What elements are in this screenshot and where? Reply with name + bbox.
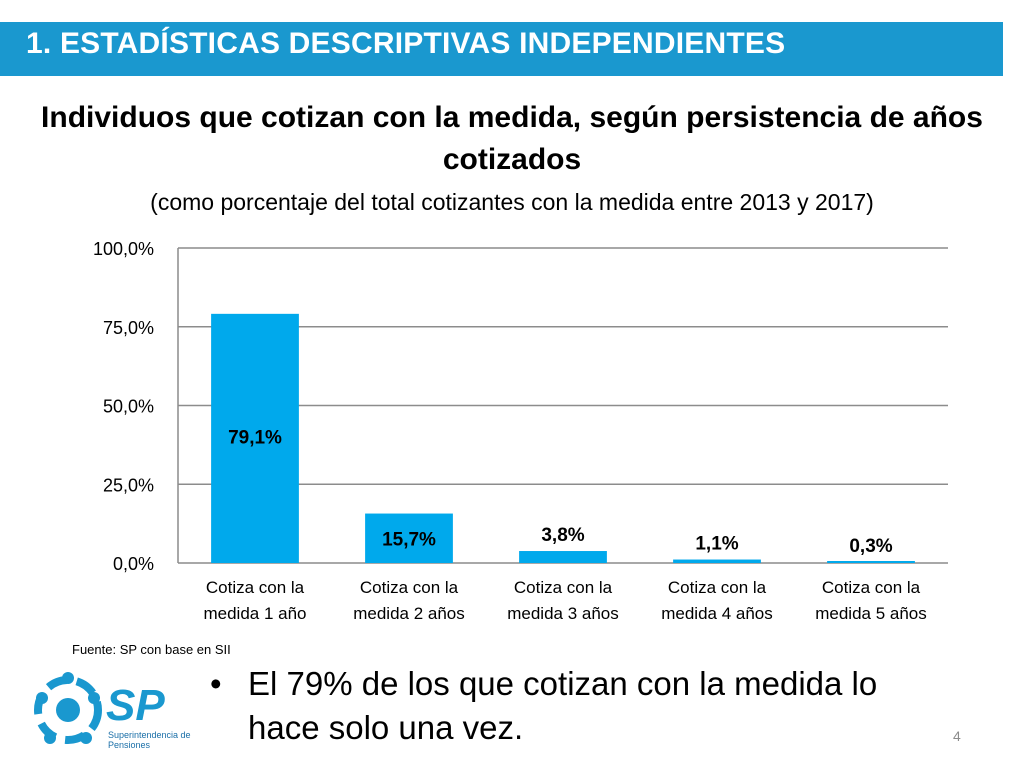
bullet-text: El 79% de los que cotizan con la medida … [248, 665, 878, 746]
logo-wordmark: SP [106, 681, 165, 730]
bar [519, 551, 607, 563]
y-tick-label: 0,0% [113, 554, 154, 574]
x-tick-label: Cotiza con la [206, 578, 305, 597]
x-tick-label: medida 1 año [203, 604, 306, 623]
y-tick-label: 50,0% [103, 397, 154, 417]
x-tick-label: Cotiza con la [822, 578, 921, 597]
sp-logo: SP Superintendencia de Pensiones [34, 672, 191, 750]
chart-subtitle: (como porcentaje del total cotizantes co… [150, 189, 874, 215]
page-number: 4 [953, 728, 961, 744]
chart-title: Individuos que cotizan con la medida, se… [41, 101, 983, 176]
bullet-symbol: • [210, 665, 222, 702]
header-bar [0, 22, 1003, 76]
bar [827, 561, 915, 563]
bar [365, 513, 453, 563]
x-tick-label: medida 3 años [507, 604, 619, 623]
x-tick-label: medida 4 años [661, 604, 773, 623]
y-tick-label: 75,0% [103, 318, 154, 338]
x-tick-label: medida 5 años [815, 604, 927, 623]
y-tick-label: 25,0% [103, 475, 154, 495]
bar [673, 559, 761, 563]
source-note: Fuente: SP con base en SII [72, 642, 231, 657]
x-tick-label: Cotiza con la [668, 578, 767, 597]
logo-emblem-icon [34, 672, 102, 744]
data-label: 0,3% [849, 536, 892, 557]
data-label: 1,1% [695, 534, 738, 555]
x-tick-label: Cotiza con la [360, 578, 459, 597]
data-label: 15,7% [382, 530, 436, 551]
logo-subtitle-line-2: Pensiones [108, 740, 151, 750]
bar-chart: 0,0% 25,0% 50,0% 75,0% 100,0% 79,1% Cotiza con… [93, 239, 948, 623]
y-tick-label: 100,0% [93, 239, 154, 259]
data-label: 79,1% [228, 427, 282, 448]
slide-title: 1. ESTADÍSTICAS DESCRIPTIVAS INDEPENDIEN… [26, 27, 786, 60]
x-tick-label: Cotiza con la [514, 578, 613, 597]
logo-subtitle-line-1: Superintendencia de [108, 730, 191, 740]
bar [211, 313, 299, 563]
x-tick-label: medida 2 años [353, 604, 465, 623]
data-label: 3,8% [541, 525, 584, 546]
